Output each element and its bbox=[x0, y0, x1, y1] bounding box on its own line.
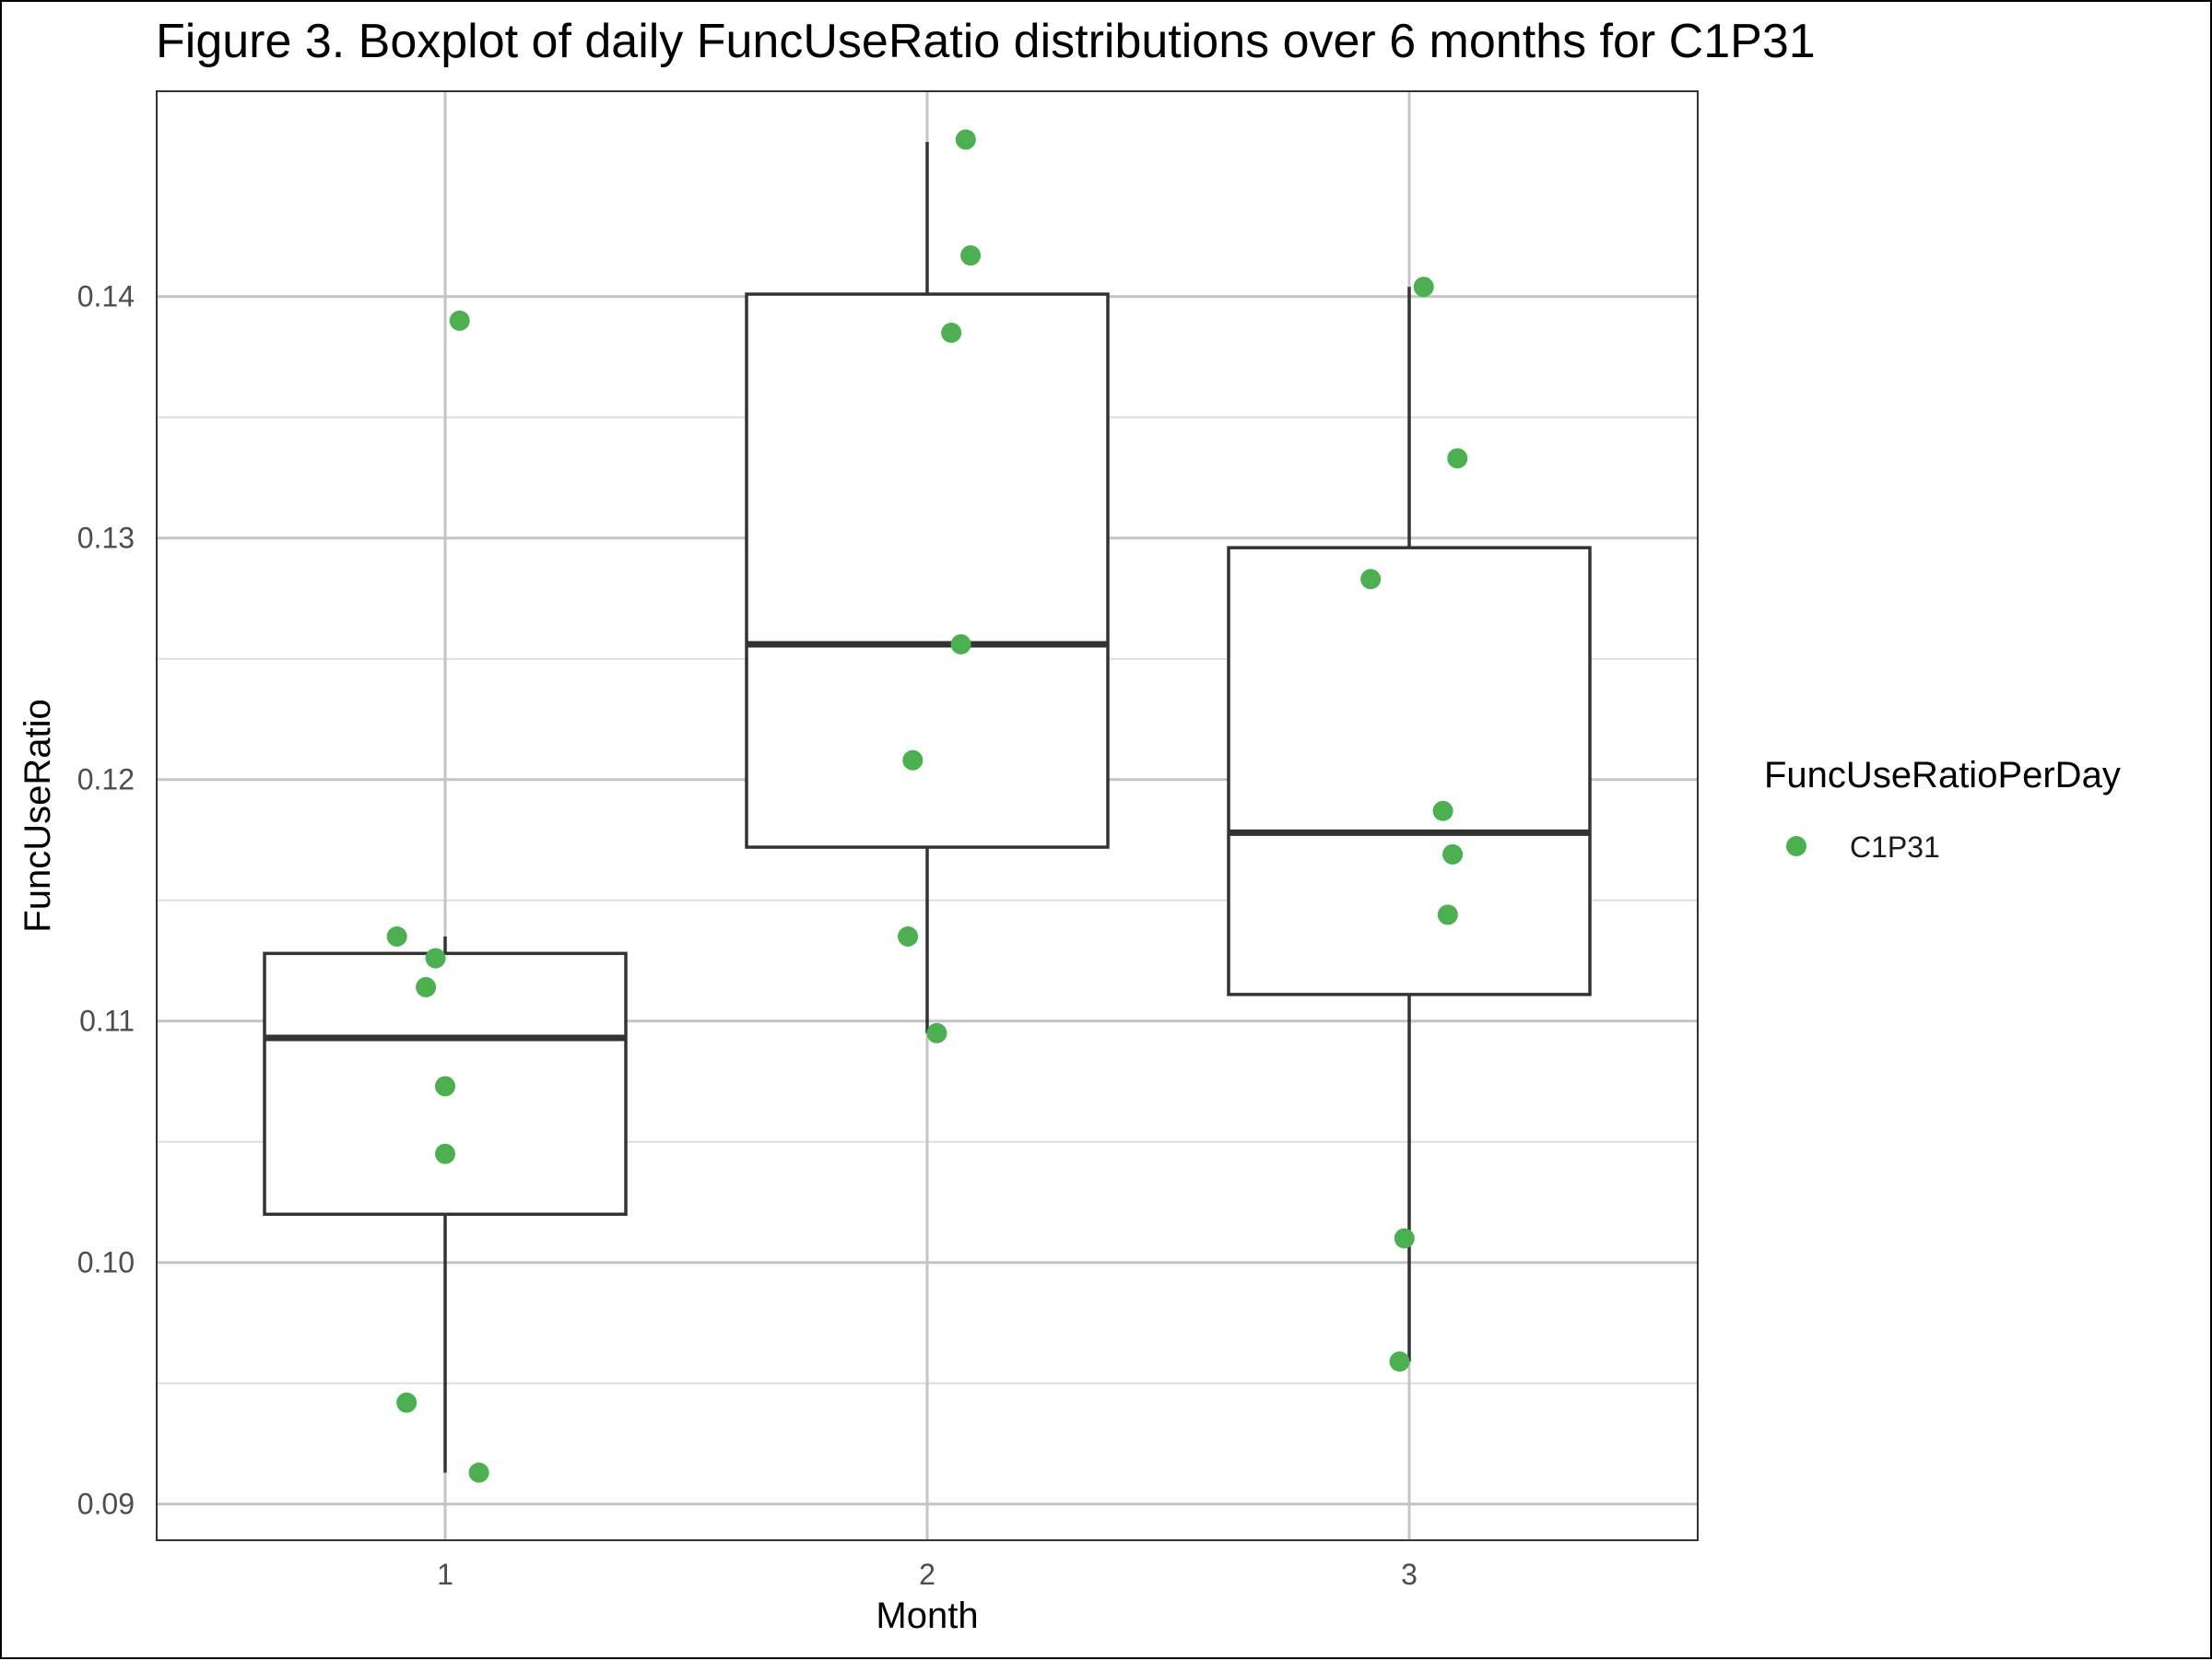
data-point bbox=[902, 749, 924, 771]
y-tick-label: 0.14 bbox=[77, 280, 135, 313]
data-point bbox=[468, 1462, 489, 1483]
data-points bbox=[386, 129, 1468, 1483]
box-iqr bbox=[745, 292, 1110, 849]
data-point bbox=[386, 926, 407, 947]
y-tick-label: 0.09 bbox=[77, 1488, 135, 1521]
y-tick-label: 0.13 bbox=[77, 522, 135, 555]
data-point bbox=[435, 1076, 455, 1097]
data-point bbox=[898, 926, 919, 947]
data-point bbox=[435, 1143, 455, 1164]
legend: FuncUseRatioPerDay C1P31 bbox=[1764, 755, 2121, 864]
data-point bbox=[1389, 1351, 1410, 1372]
data-point bbox=[1360, 569, 1382, 590]
data-point bbox=[1413, 277, 1434, 298]
x-axis-ticks: 1 2 3 bbox=[437, 1558, 1418, 1591]
x-tick-label: 3 bbox=[1401, 1558, 1418, 1591]
x-tick-label: 2 bbox=[919, 1558, 935, 1591]
legend-key-c1p31 bbox=[1786, 836, 1806, 856]
data-point bbox=[941, 323, 962, 343]
y-axis-ticks: 0.09 0.10 0.11 0.12 0.13 0.14 bbox=[77, 280, 135, 1521]
y-tick-label: 0.11 bbox=[79, 1005, 135, 1038]
chart-title: Figure 3. Boxplot of daily FuncUseRatio … bbox=[156, 15, 1816, 68]
data-point bbox=[1432, 800, 1453, 821]
data-point bbox=[1442, 843, 1464, 865]
data-point bbox=[955, 129, 976, 150]
data-point bbox=[1437, 904, 1458, 925]
x-tick-label: 1 bbox=[437, 1558, 453, 1591]
box-iqr bbox=[1227, 546, 1592, 996]
data-point bbox=[449, 310, 470, 331]
data-point bbox=[416, 977, 437, 998]
x-axis-title: Month bbox=[876, 1596, 978, 1636]
data-point bbox=[396, 1392, 418, 1413]
y-axis-title: FuncUseRatio bbox=[18, 699, 58, 932]
y-tick-label: 0.12 bbox=[77, 763, 135, 796]
plot-panel-border bbox=[156, 90, 1699, 1541]
legend-label-c1p31: C1P31 bbox=[1850, 830, 1940, 864]
data-point bbox=[1447, 448, 1468, 469]
legend-title: FuncUseRatioPerDay bbox=[1764, 755, 2121, 795]
y-tick-label: 0.10 bbox=[77, 1246, 135, 1279]
data-point bbox=[926, 1022, 947, 1043]
data-point bbox=[950, 633, 971, 654]
data-point bbox=[425, 948, 446, 969]
data-point bbox=[960, 245, 982, 266]
data-point bbox=[1394, 1228, 1415, 1249]
